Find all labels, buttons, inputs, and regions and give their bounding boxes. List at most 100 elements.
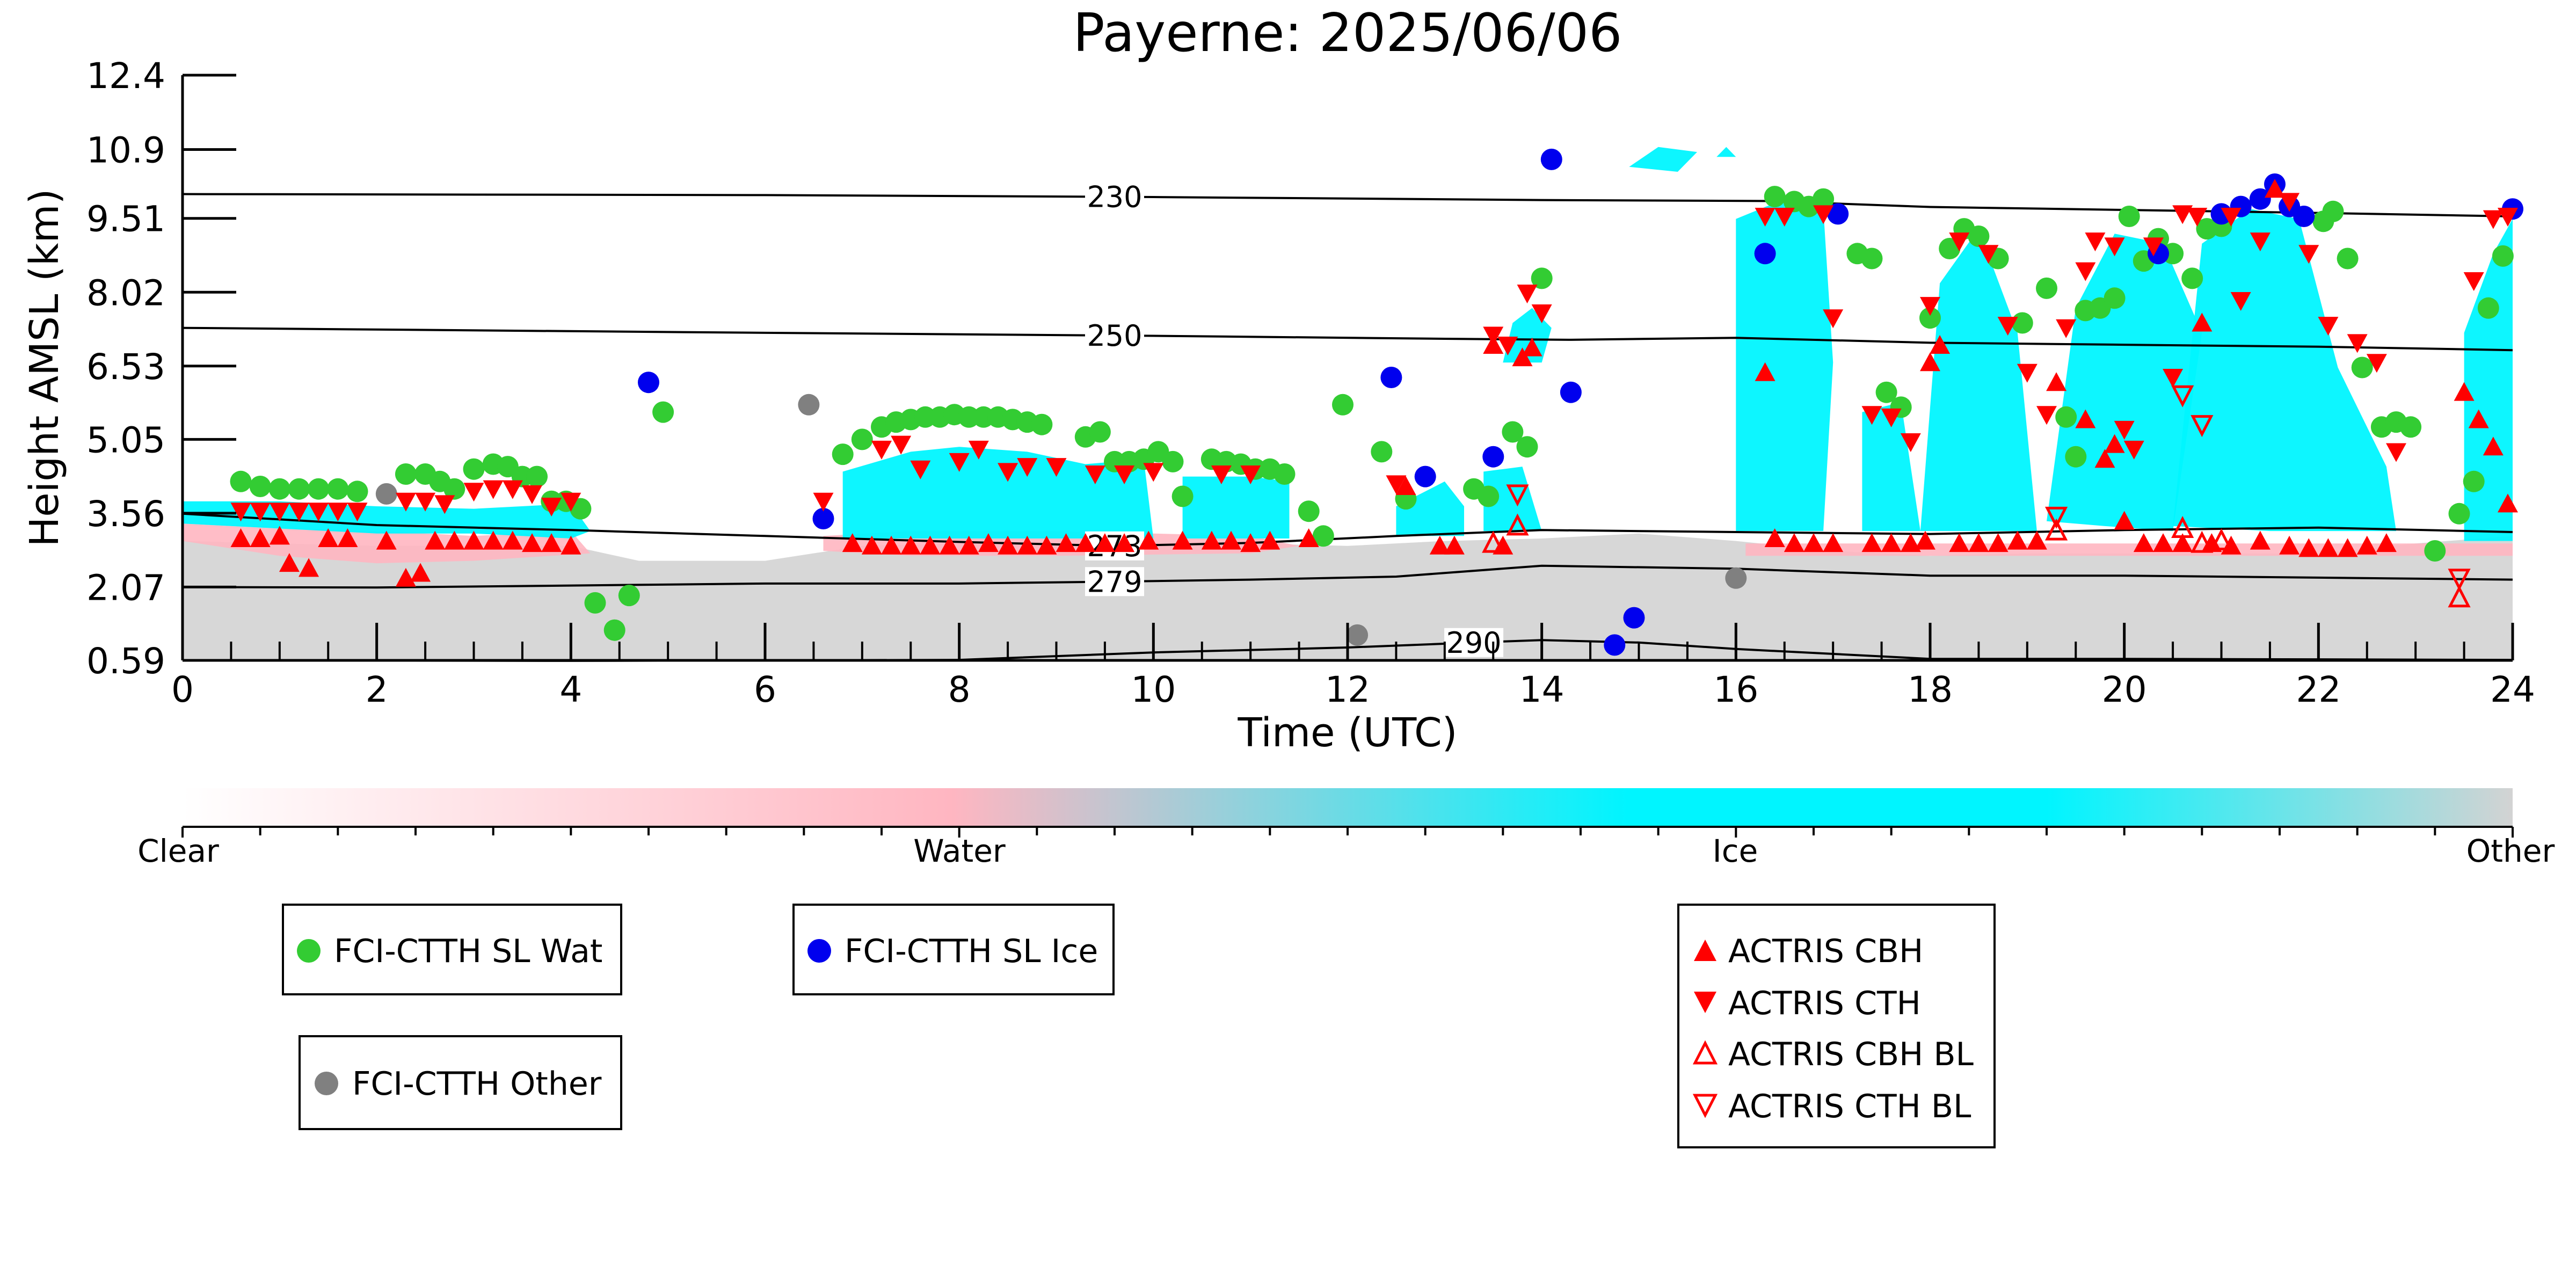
data-point [2497, 493, 2518, 513]
data-point [2318, 538, 2339, 557]
data-point [2366, 354, 2387, 373]
data-point [1900, 533, 1921, 552]
data-point [2065, 446, 2087, 468]
data-point [2191, 415, 2214, 438]
data-point [2153, 533, 2173, 552]
data-point [2468, 409, 2489, 428]
data-point [1089, 421, 1111, 443]
data-point [376, 530, 397, 550]
data-point [1755, 208, 1775, 227]
data-point [910, 460, 931, 479]
data-point [1312, 525, 1334, 547]
x-axis-label: Time (UTC) [1237, 710, 1457, 756]
cloud-region-ice [2173, 209, 2396, 532]
legend-actris: ACTRIS CBH ACTRIS CTH ACTRIS CBH BL ACTR… [1677, 904, 1996, 1148]
legend-label: FCI-CTTH Other [352, 1065, 602, 1103]
y-tick-label: 9.51 [86, 199, 165, 240]
data-point [2104, 434, 2125, 453]
data-point [1968, 225, 1990, 247]
y-axis-label: Height AMSL (km) [21, 188, 68, 547]
data-point [1861, 533, 1882, 552]
data-point [2056, 319, 2077, 338]
data-point [1764, 186, 1786, 208]
data-point [268, 478, 290, 500]
data-point [410, 563, 431, 582]
data-point [939, 535, 960, 555]
data-point [1502, 421, 1524, 443]
data-point [891, 435, 912, 455]
data-point [2298, 538, 2319, 557]
data-point [2172, 205, 2193, 224]
data-point [1517, 285, 1538, 304]
data-point [2075, 262, 2096, 281]
data-point [1919, 307, 1941, 329]
data-point [250, 503, 271, 522]
data-point [2114, 511, 2135, 530]
data-point [1172, 530, 1193, 550]
data-point [1240, 533, 1261, 552]
data-point [2497, 208, 2518, 227]
data-point [881, 535, 902, 555]
data-point [1478, 485, 1500, 507]
data-point [998, 463, 1018, 482]
series-fci-ctth-other [375, 394, 1747, 646]
x-tick-label: 24 [2490, 669, 2535, 710]
data-point [1915, 530, 1935, 550]
data-point [337, 528, 358, 547]
data-point [2123, 440, 2144, 460]
data-point [318, 528, 339, 547]
data-point [1114, 465, 1135, 484]
data-point [1162, 450, 1184, 472]
data-point [1201, 530, 1222, 550]
x-tick-label: 12 [1325, 669, 1370, 710]
data-point [502, 530, 523, 550]
data-point [2046, 372, 2067, 391]
data-point [2250, 232, 2271, 252]
x-tick-label: 14 [1519, 669, 1564, 710]
data-point [249, 476, 271, 497]
cloud-region-ice [1483, 467, 1542, 532]
x-minor-ticks [230, 642, 2465, 660]
data-point [1988, 533, 2009, 552]
data-point [2133, 533, 2154, 552]
data-point [1531, 267, 1553, 289]
x-tick-label: 8 [948, 669, 971, 710]
data-point [2337, 248, 2359, 270]
data-point [1920, 297, 1940, 316]
data-point [2454, 382, 2475, 401]
legend-box [299, 1035, 622, 1130]
data-point [541, 533, 562, 552]
legend-label: ACTRIS CBH BL [1728, 1036, 1974, 1073]
data-point [1813, 188, 1835, 210]
legend-label: ACTRIS CTH [1728, 985, 1921, 1022]
legend-label: FCI-CTTH SL Wat [334, 933, 602, 970]
data-point [2400, 416, 2422, 438]
data-point [1075, 533, 1096, 552]
data-point [2351, 356, 2373, 379]
data-point [483, 480, 504, 499]
data-point [2448, 569, 2471, 591]
contour-line-250 [182, 326, 2513, 352]
data-point [1623, 607, 1645, 629]
data-point [978, 533, 999, 552]
data-point [949, 453, 970, 472]
data-point [1414, 465, 1436, 487]
data-point [1493, 535, 1513, 555]
colorbar-ticks [181, 827, 2514, 838]
classification-colorbar: Clear Water Ice Other [137, 788, 2555, 869]
contour-label-bg [1085, 567, 1144, 596]
data-point [1371, 441, 1393, 463]
data-point [1997, 317, 2018, 336]
y-tick-label: 2.07 [86, 567, 165, 608]
colorbar-label-clear: Clear [137, 833, 219, 869]
data-point [2347, 334, 2368, 353]
blue-circle-icon [807, 939, 831, 963]
data-point [561, 535, 581, 555]
data-point [395, 463, 417, 485]
data-point [2044, 506, 2068, 529]
data-point [1483, 326, 1504, 346]
data-point [463, 483, 484, 502]
series-actris-cth-bl [1506, 385, 2471, 591]
